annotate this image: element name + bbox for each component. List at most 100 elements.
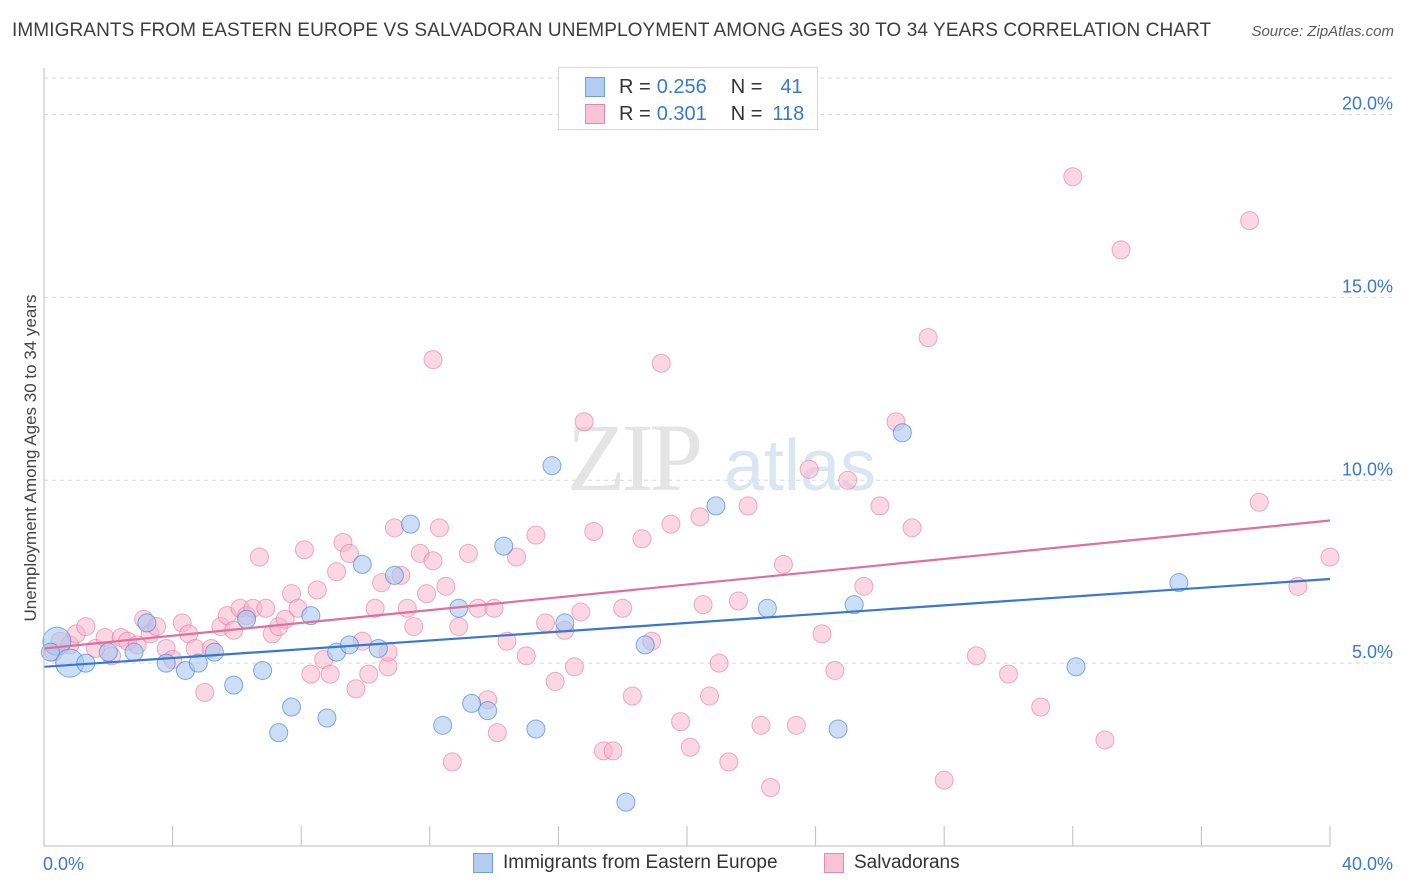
data-point-salvadorans bbox=[1320, 547, 1340, 567]
watermark-atlas: atlas bbox=[724, 426, 876, 506]
data-point-salvadorans bbox=[622, 686, 642, 706]
data-point-eastern-europe bbox=[478, 701, 498, 721]
data-point-salvadorans bbox=[632, 529, 652, 549]
data-point-eastern-europe bbox=[317, 708, 337, 728]
legend-r-value: 0.256 bbox=[656, 75, 707, 98]
data-point-salvadorans bbox=[728, 591, 748, 611]
data-point-salvadorans bbox=[256, 598, 276, 618]
data-point-salvadorans bbox=[320, 664, 340, 684]
data-point-salvadorans bbox=[384, 518, 404, 538]
data-point-salvadorans bbox=[812, 624, 832, 644]
legend-r-label: R = bbox=[619, 102, 651, 125]
data-point-salvadorans bbox=[404, 617, 424, 637]
data-point-eastern-europe bbox=[384, 565, 404, 585]
legend-n-label: N = bbox=[730, 102, 763, 125]
data-point-salvadorans bbox=[999, 664, 1018, 684]
data-point-salvadorans bbox=[458, 543, 478, 563]
correlation-legend: R = 0.256 N = 41 R = 0.301 N = 118 bbox=[558, 67, 818, 130]
data-point-salvadorans bbox=[934, 770, 954, 790]
data-point-eastern-europe bbox=[204, 642, 224, 662]
data-point-salvadorans bbox=[651, 353, 671, 373]
data-point-eastern-europe bbox=[706, 496, 726, 516]
data-point-salvadorans bbox=[825, 660, 845, 680]
data-point-eastern-europe bbox=[269, 723, 289, 743]
legend-n-value: 118 bbox=[772, 102, 805, 125]
y-tick-label: 5.0% bbox=[1352, 642, 1393, 662]
trend-layer bbox=[43, 519, 1331, 668]
series-legend-salvadorans[interactable]: Salvadorans bbox=[824, 852, 960, 874]
data-point-salvadorans bbox=[359, 664, 379, 684]
data-point-eastern-europe bbox=[301, 606, 321, 626]
data-point-salvadorans bbox=[761, 777, 781, 797]
series-legend-label: Immigrants from Eastern Europe bbox=[503, 852, 778, 873]
data-point-salvadorans bbox=[423, 350, 443, 370]
data-point-salvadorans bbox=[1095, 730, 1115, 750]
series-legend-eastern-europe[interactable]: Immigrants from Eastern Europe bbox=[473, 852, 778, 874]
y-tick-label: 10.0% bbox=[1342, 459, 1393, 479]
data-point-eastern-europe bbox=[282, 697, 302, 717]
data-point-salvadorans bbox=[526, 525, 546, 545]
grid-layer bbox=[44, 77, 1394, 664]
data-point-eastern-europe bbox=[352, 554, 372, 574]
legend-r-value: 0.301 bbox=[656, 102, 707, 125]
data-point-eastern-europe bbox=[368, 639, 388, 659]
data-point-salvadorans bbox=[1249, 492, 1269, 512]
source-label: Source: ZipAtlas.com bbox=[1251, 23, 1394, 40]
data-point-salvadorans bbox=[195, 682, 215, 702]
data-point-salvadorans bbox=[1063, 167, 1083, 187]
data-point-salvadorans bbox=[918, 328, 938, 348]
data-point-salvadorans bbox=[773, 554, 793, 574]
axis-layer: 5.0% 10.0% 15.0% 20.0% 0.0% 40.0% bbox=[43, 68, 1393, 874]
data-point-salvadorans bbox=[719, 752, 739, 772]
data-point-eastern-europe bbox=[98, 642, 118, 662]
data-point-eastern-europe bbox=[526, 719, 546, 739]
data-point-salvadorans bbox=[854, 576, 874, 596]
data-point-eastern-europe bbox=[462, 693, 482, 713]
trend-line-eastern-europe bbox=[43, 577, 1331, 668]
data-point-eastern-europe bbox=[1066, 657, 1086, 677]
data-point-salvadorans bbox=[1111, 240, 1131, 260]
data-point-salvadorans bbox=[671, 712, 691, 732]
series-legend-label: Salvadorans bbox=[854, 852, 960, 873]
data-point-eastern-europe bbox=[188, 653, 208, 673]
data-point-salvadorans bbox=[870, 496, 890, 516]
data-point-eastern-europe bbox=[156, 653, 176, 673]
data-point-salvadorans bbox=[1031, 697, 1051, 717]
data-point-eastern-europe bbox=[137, 613, 157, 633]
data-point-salvadorans bbox=[536, 613, 556, 633]
data-point-salvadorans bbox=[449, 617, 469, 637]
data-point-eastern-europe bbox=[555, 613, 575, 633]
data-point-salvadorans bbox=[966, 646, 986, 666]
data-point-salvadorans bbox=[603, 741, 623, 761]
y-axis-label: Unemployment Among Ages 30 to 34 years bbox=[21, 294, 40, 622]
data-point-salvadorans bbox=[423, 551, 443, 571]
series-legend: Immigrants from Eastern Europe Salvadora… bbox=[0, 852, 1406, 876]
data-point-salvadorans bbox=[436, 576, 456, 596]
data-point-eastern-europe bbox=[892, 423, 912, 443]
data-point-salvadorans bbox=[327, 562, 347, 582]
data-point-salvadorans bbox=[584, 521, 604, 541]
data-point-salvadorans bbox=[294, 540, 314, 560]
trend-line-salvadorans bbox=[43, 519, 1331, 650]
x-tick-label-min: 0.0% bbox=[43, 854, 84, 874]
data-point-eastern-europe bbox=[224, 675, 244, 695]
legend-n-value: 41 bbox=[780, 75, 803, 98]
data-point-salvadorans bbox=[365, 598, 385, 618]
data-point-salvadorans bbox=[429, 518, 449, 538]
watermark: ZIP atlas bbox=[567, 404, 876, 511]
legend-r-label: R = bbox=[619, 75, 651, 98]
data-point-eastern-europe bbox=[1169, 573, 1189, 593]
data-point-eastern-europe bbox=[757, 598, 777, 618]
data-point-salvadorans bbox=[786, 715, 806, 735]
data-point-salvadorans bbox=[690, 507, 710, 527]
data-point-salvadorans bbox=[468, 598, 488, 618]
data-point-salvadorans bbox=[680, 737, 700, 757]
data-point-eastern-europe bbox=[542, 456, 562, 476]
data-point-eastern-europe bbox=[433, 715, 453, 735]
data-point-salvadorans bbox=[693, 595, 713, 615]
data-point-salvadorans bbox=[301, 664, 321, 684]
series-swatch-salvadorans bbox=[824, 853, 844, 873]
data-point-eastern-europe bbox=[401, 514, 421, 534]
data-point-eastern-europe bbox=[494, 536, 514, 556]
